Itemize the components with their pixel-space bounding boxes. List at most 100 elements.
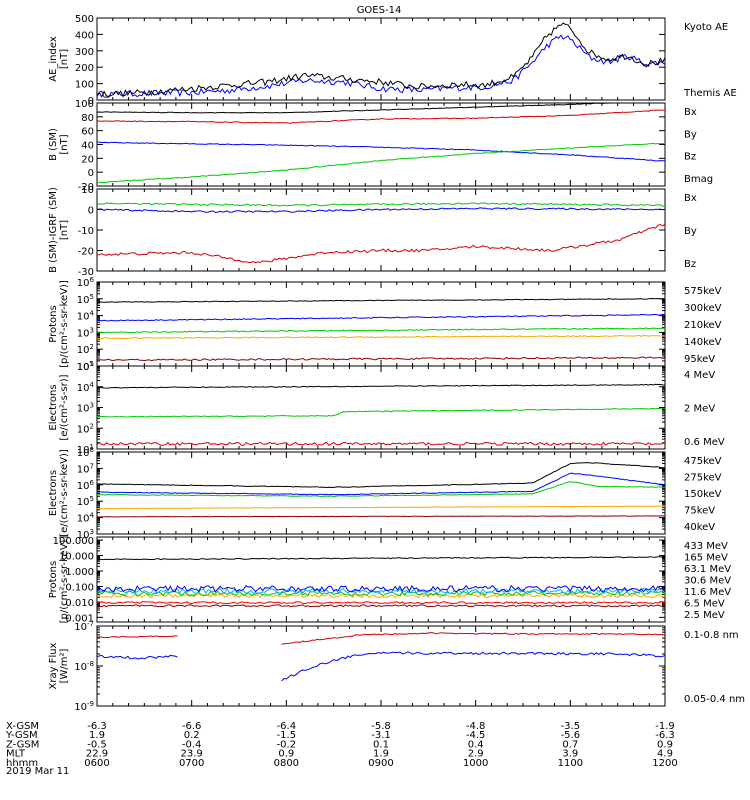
panel-electrons1: 101 102 103 104 105 Electrons [e/(cm²-s-sr)] 4 …	[48, 360, 725, 456]
y-tick-label: 103	[77, 326, 94, 339]
ephemeris-value: -6.6	[182, 721, 202, 732]
y-axis-label: [nT]	[59, 220, 70, 240]
legend-label: 0.05-0.4 nm	[684, 694, 745, 705]
panel-frame	[96, 365, 666, 450]
y-tick-label: 103	[77, 528, 94, 541]
panel-protons1: 101 102 103 104 105 106 Protons [p/(cm²-s-sr-ke…	[48, 276, 722, 373]
ephemeris-value: -1.5	[277, 730, 297, 741]
ephemeris-value: -6.3	[87, 721, 107, 732]
y-axis-label: Protons	[48, 305, 59, 342]
ephemeris-value: -1.9	[655, 721, 675, 732]
ephemeris-value: 1100	[558, 758, 583, 769]
legend-label: By	[684, 226, 697, 237]
series-line-63-1-mev	[96, 593, 666, 599]
ephemeris-label: X-GSM	[6, 721, 39, 732]
panel-frame	[96, 102, 666, 187]
y-tick-label: 106	[77, 276, 95, 289]
ephemeris-value: -0.4	[182, 739, 202, 750]
legend-label: 6.5 MeV	[684, 599, 725, 610]
y-tick-label: 101	[77, 360, 94, 373]
panel-frame	[96, 536, 666, 623]
legend-label: 30.6 MeV	[684, 576, 731, 587]
y-tick-label: 102	[77, 422, 94, 435]
legend-label: Bz	[684, 259, 696, 270]
date-label: 2019 Mar 11	[6, 766, 69, 777]
y-tick-label: 100	[75, 80, 94, 91]
y-axis-label: AE_index	[48, 36, 59, 82]
series-line-275kev	[96, 505, 665, 510]
ephemeris-label: Y-GSM	[5, 730, 38, 741]
legend-label: 4 MeV	[684, 370, 715, 381]
ephemeris-value: 1.9	[89, 730, 105, 741]
ephemeris-value: -6.3	[655, 730, 675, 741]
series-line-by	[96, 142, 665, 184]
legend-label: Bx	[684, 107, 697, 118]
ephemeris-value: 4.9	[657, 749, 673, 760]
ephemeris-value: 3.9	[562, 749, 578, 760]
y-tick-label: 0.001	[65, 613, 94, 624]
ephemeris-label: hhmm	[6, 758, 38, 769]
y-tick-label: 104	[77, 512, 95, 525]
panel-protons2: 0.001 0.010 0.100 1.000 10.000 100.000 Protons…	[48, 536, 731, 625]
series-line-300kev	[96, 334, 666, 340]
ephemeris-value: -6.4	[277, 721, 297, 732]
y-axis-label: B (SM)	[48, 128, 59, 161]
ephemeris-value: -4.5	[466, 730, 486, 741]
y-tick-label: 104	[77, 310, 95, 323]
ephemeris-value: 0700	[179, 758, 204, 769]
y-tick-label: 200	[75, 63, 94, 74]
ephemeris-value: -3.5	[561, 721, 581, 732]
y-tick-label: -10	[78, 226, 94, 237]
y-tick-label: 0.100	[65, 582, 94, 593]
series-line-433-mev	[97, 604, 666, 608]
series-line-95kev	[96, 297, 666, 303]
y-tick-label: 300	[75, 47, 94, 58]
series-line-0-1-0-8-nm	[281, 632, 666, 645]
legend-label: 433 MeV	[684, 541, 728, 552]
y-tick-label: -20	[78, 182, 94, 193]
ephemeris-value: 22.9	[86, 749, 108, 760]
y-tick-label: 40	[81, 141, 94, 152]
series-line-2-mev	[97, 407, 666, 418]
legend-label: 63.1 MeV	[684, 564, 731, 575]
y-axis-label: [p/(cm²-s-sr-keV)]	[59, 536, 70, 624]
ephemeris-value: -5.8	[371, 721, 391, 732]
legend-label: 210keV	[684, 320, 722, 331]
series-line-bx	[96, 207, 666, 213]
ephemeris-value: 0.9	[278, 749, 294, 760]
y-tick-label: 500	[75, 14, 94, 25]
series-line-165-mev	[96, 601, 666, 605]
series-line-0-05-0-4-nm	[96, 654, 178, 660]
y-axis-label: B (SM)-IGRF (SM)	[48, 187, 59, 273]
y-tick-label: 10-7	[74, 620, 94, 633]
y-axis-label: [W/m²]	[59, 648, 70, 683]
y-tick-label: -30	[78, 267, 94, 278]
ephemeris-value: 1200	[652, 758, 677, 769]
ephemeris-value: -3.1	[371, 730, 391, 741]
legend-label: 40keV	[684, 522, 715, 533]
ephemeris-value: 1000	[463, 758, 488, 769]
y-tick-label: 105	[77, 293, 94, 306]
ephemeris-value: 0.9	[657, 739, 673, 750]
legend-label: 475keV	[684, 456, 722, 467]
panel-frame	[96, 188, 666, 272]
ephemeris-label: MLT	[6, 749, 26, 760]
legend-label: Bz	[684, 152, 696, 163]
series-line-210kev	[97, 327, 666, 334]
y-tick-label: 1.000	[65, 567, 94, 578]
series-line-0-6-mev	[96, 383, 665, 389]
y-tick-label: 20	[81, 154, 94, 165]
y-tick-label: 107	[77, 462, 94, 475]
ephemeris-value: 23.9	[181, 749, 203, 760]
legend-label: 0.6 MeV	[684, 437, 725, 448]
legend-label: 75keV	[684, 506, 715, 517]
y-tick-label: 10-9	[74, 700, 94, 713]
series-line-6-5-mev	[96, 584, 666, 593]
legend-label: 300keV	[684, 303, 722, 314]
series-line-11-6-mev	[96, 587, 666, 595]
y-axis-label: Electrons	[48, 470, 59, 516]
legend-label: Kyoto AE	[684, 22, 728, 33]
legend-label: 150keV	[684, 489, 722, 500]
series-line-150kev	[96, 481, 666, 498]
